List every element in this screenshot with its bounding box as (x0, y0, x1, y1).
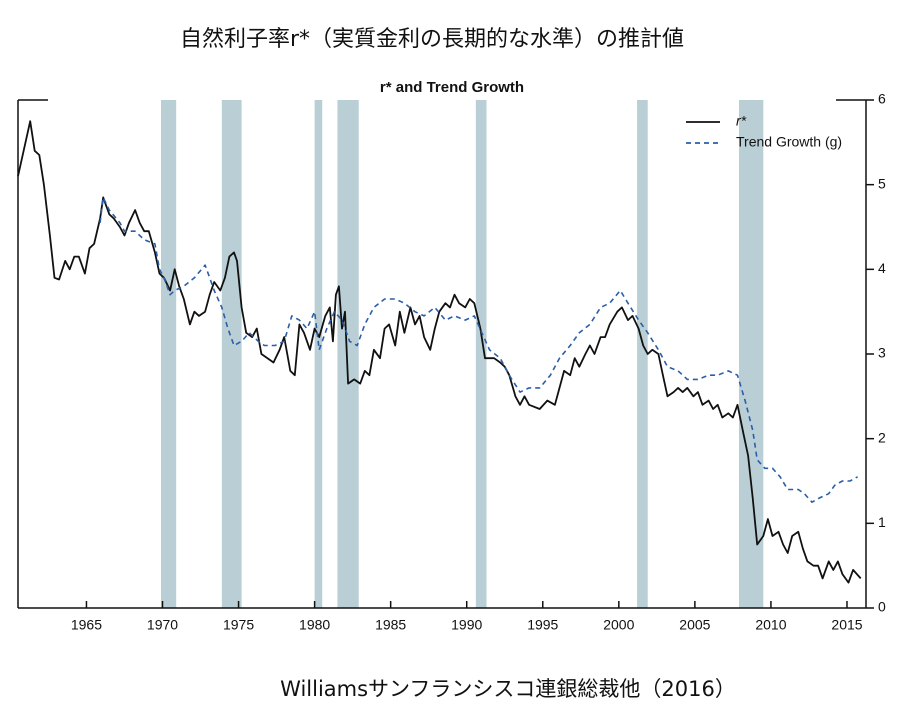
shaded-period (314, 100, 323, 608)
y-tick-label: 2 (878, 429, 886, 445)
shaded-period (738, 100, 764, 608)
x-tick-label: 1995 (527, 617, 558, 633)
x-tick-label: 2015 (831, 617, 862, 633)
series-line (17, 120, 862, 584)
x-tick-label: 2000 (603, 617, 634, 633)
chart-title: r* and Trend Growth (380, 79, 524, 96)
series-line (99, 196, 858, 503)
shaded-period (475, 100, 487, 608)
shaded-period (160, 100, 177, 608)
x-tick-label: 1970 (147, 617, 178, 633)
x-tick-label: 1980 (299, 617, 330, 633)
x-tick-label: 1965 (71, 617, 102, 633)
x-tick-label: 1985 (375, 617, 406, 633)
y-tick-label: 5 (878, 175, 886, 191)
legend-label: Trend Growth (g) (736, 134, 842, 150)
y-tick-label: 6 (878, 91, 886, 107)
shaded-period (337, 100, 359, 608)
x-tick-label: 2010 (755, 617, 786, 633)
x-tick-label: 1975 (223, 617, 254, 633)
legend-label: r* (736, 113, 747, 129)
y-tick-label: 4 (878, 260, 886, 276)
y-tick-label: 1 (878, 514, 886, 530)
page-heading: 自然利子率r*（実質金利の長期的な水準）の推計値 (180, 27, 684, 52)
shaded-period (637, 100, 648, 608)
x-tick-label: 2005 (679, 617, 710, 633)
shaded-period (221, 100, 242, 608)
y-tick-label: 0 (878, 599, 886, 615)
y-tick-label: 3 (878, 345, 886, 361)
x-tick-label: 1990 (451, 617, 482, 633)
source-note: Williamsサンフランシスコ連銀総裁他（2016） (280, 677, 736, 701)
